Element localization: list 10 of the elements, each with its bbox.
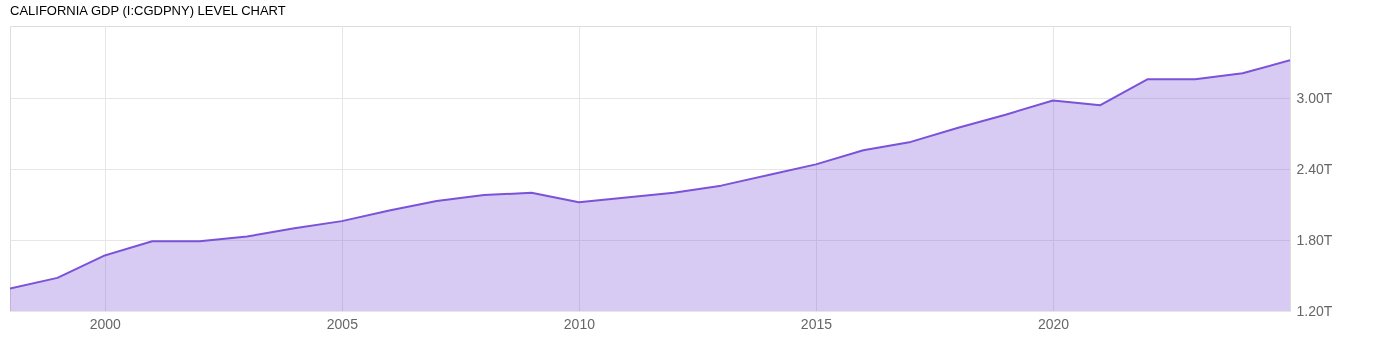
y-tick-label: 3.00T xyxy=(1296,89,1333,106)
y-tick-label: 2.40T xyxy=(1296,160,1333,177)
x-tick-label: 2000 xyxy=(89,315,122,332)
x-tick-label: 2015 xyxy=(800,315,833,332)
x-tick-label: 2005 xyxy=(326,315,359,332)
y-tick-label: 1.20T xyxy=(1296,302,1333,319)
x-tick-label: 2010 xyxy=(563,315,596,332)
chart-title: CALIFORNIA GDP (I:CGDPNY) LEVEL CHART xyxy=(10,3,286,18)
x-tick-label: 2020 xyxy=(1037,315,1070,332)
y-tick-label: 1.80T xyxy=(1296,231,1333,248)
